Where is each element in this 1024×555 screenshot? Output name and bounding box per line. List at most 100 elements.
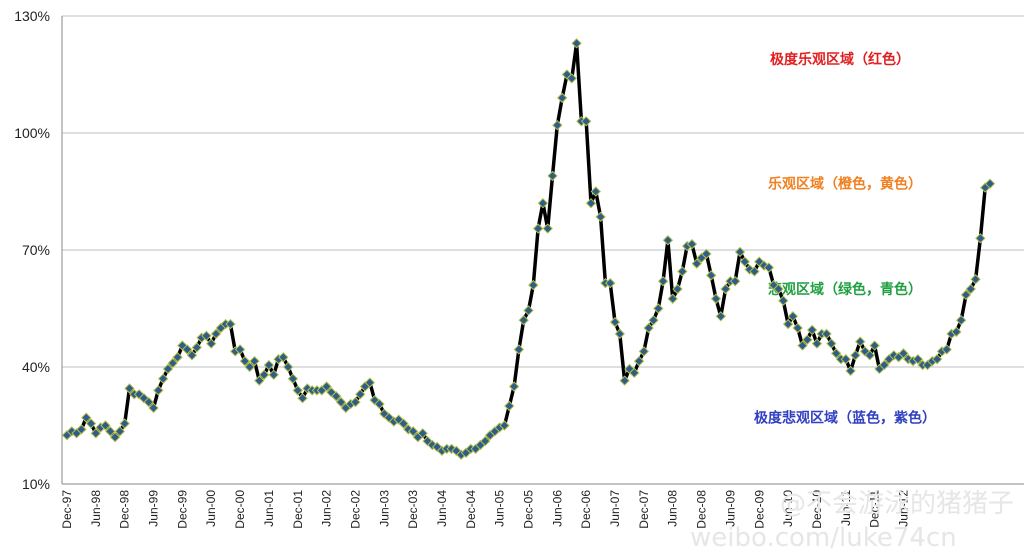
data-point xyxy=(830,348,842,359)
data-point xyxy=(975,233,986,244)
data-point xyxy=(691,258,702,269)
x-tick-label: Dec-02 xyxy=(348,490,362,529)
zone-label: 悲观区域（绿色，青色） xyxy=(768,281,922,298)
x-tick-label: Dec-08 xyxy=(695,490,709,529)
data-point xyxy=(715,311,726,322)
x-tick-label: Dec-00 xyxy=(233,490,247,529)
data-point xyxy=(186,350,198,361)
data-point xyxy=(840,353,851,365)
data-point xyxy=(148,402,159,414)
data-point xyxy=(157,373,169,384)
y-axis-tick-labels: 10% 40% 70% 100% 130% xyxy=(14,8,50,492)
data-point xyxy=(787,311,799,322)
x-tick-label: Dec-99 xyxy=(175,490,189,529)
data-point xyxy=(556,92,568,104)
x-tick-label: Jun-11 xyxy=(839,490,853,526)
data-point xyxy=(480,435,491,447)
data-point xyxy=(955,314,967,326)
data-point xyxy=(254,375,265,386)
data-point xyxy=(547,170,558,182)
data-point xyxy=(114,426,126,437)
data-point xyxy=(81,412,92,423)
data-point xyxy=(258,369,270,381)
x-tick-label: Dec-06 xyxy=(579,490,593,529)
data-point xyxy=(109,431,121,443)
data-point xyxy=(912,353,924,365)
data-point xyxy=(100,420,111,431)
data-point xyxy=(970,274,981,285)
data-point xyxy=(826,338,837,349)
data-point xyxy=(537,197,549,209)
series-line xyxy=(65,41,992,457)
data-point xyxy=(854,336,866,347)
data-point xyxy=(633,355,645,367)
data-point xyxy=(571,38,582,49)
x-tick-label: Jun-04 xyxy=(435,490,449,527)
x-tick-label: Dec-98 xyxy=(118,490,132,529)
y-tick-label: 10% xyxy=(22,476,50,492)
data-point xyxy=(181,344,193,355)
data-point xyxy=(239,355,251,367)
data-point xyxy=(504,400,515,412)
data-point xyxy=(677,266,688,277)
data-point xyxy=(864,350,876,361)
data-point xyxy=(585,197,597,209)
data-point xyxy=(879,359,890,371)
data-point xyxy=(244,361,255,373)
data-point xyxy=(931,353,943,365)
x-tick-label: Jun-06 xyxy=(550,490,564,527)
data-point xyxy=(590,186,602,197)
data-point xyxy=(105,426,116,437)
x-tick-label: Jun-99 xyxy=(147,490,161,527)
data-point xyxy=(811,338,823,349)
data-point xyxy=(407,426,419,437)
x-tick-label: Dec-03 xyxy=(406,490,420,529)
x-tick-label: Dec-11 xyxy=(868,490,882,528)
data-point xyxy=(124,383,135,394)
data-point xyxy=(355,389,366,400)
data-point xyxy=(730,275,741,287)
x-tick-label: Jun-10 xyxy=(781,490,795,527)
data-point xyxy=(528,279,539,291)
data-point xyxy=(76,424,87,435)
data-point xyxy=(614,328,626,340)
data-point xyxy=(162,363,174,375)
data-point xyxy=(657,275,669,287)
data-point xyxy=(513,344,525,355)
x-tick-label: Dec-07 xyxy=(637,490,651,529)
data-point xyxy=(672,283,683,295)
data-point xyxy=(292,385,303,396)
data-point xyxy=(287,373,299,384)
watermark: @不会游泳的猪猪子 weibo.com/luke74cn xyxy=(690,489,1014,553)
watermark-line1: @不会游泳的猪猪子 xyxy=(780,489,1014,519)
data-point xyxy=(499,420,510,431)
data-point xyxy=(532,223,544,234)
y-tick-label: 100% xyxy=(14,125,50,141)
data-point xyxy=(773,283,784,295)
data-point xyxy=(802,334,813,345)
y-tick-label: 130% xyxy=(14,8,50,24)
x-tick-label: Dec-10 xyxy=(810,490,824,529)
data-point xyxy=(609,316,621,328)
watermark-line2: weibo.com/luke74cn xyxy=(690,523,957,553)
data-point xyxy=(797,340,808,351)
data-point xyxy=(595,211,606,223)
data-point xyxy=(960,289,972,301)
series-markers xyxy=(61,38,996,460)
x-tick-label: Dec-04 xyxy=(464,490,478,529)
data-point xyxy=(398,418,409,429)
zone-label: 极度悲观区域（蓝色，紫色） xyxy=(754,410,936,427)
data-point xyxy=(629,367,640,379)
data-point xyxy=(778,295,789,306)
data-point xyxy=(85,418,97,429)
x-tick-label: Dec-09 xyxy=(752,490,766,529)
data-point xyxy=(249,355,260,367)
x-tick-label: Dec-05 xyxy=(522,490,536,529)
data-point xyxy=(566,73,577,84)
data-point xyxy=(710,293,722,304)
x-tick-label: Jun-12 xyxy=(896,490,910,527)
x-tick-label: Jun-98 xyxy=(89,490,103,527)
data-point xyxy=(965,283,976,295)
data-point xyxy=(984,178,996,189)
